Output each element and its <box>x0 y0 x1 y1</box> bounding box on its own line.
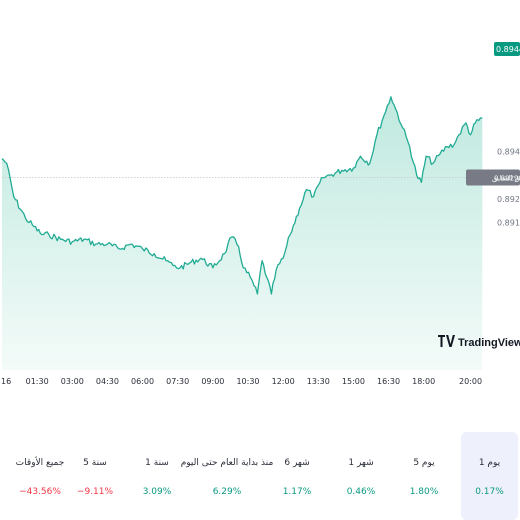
x-tick-label: 10:30 <box>236 377 259 386</box>
previous-close-value: 0.89290 <box>494 175 520 183</box>
x-tick-label: 12:00 <box>272 377 295 386</box>
x-axis: 16 01:30 03:00 04:30 06:00 07:30 09:00 10:30 12:… <box>1 377 482 386</box>
price-line <box>1 96 483 295</box>
period-label: 1 يوم <box>478 458 501 468</box>
y-tick-label: 0.89400 <box>497 147 520 156</box>
period-change-value: 6.29% <box>212 487 242 497</box>
period-8[interactable]: 1 يوم 0.17% <box>461 432 518 520</box>
period-1[interactable]: جميع الأوقات −43.56% <box>12 432 69 520</box>
previous-close-label: الإغلاق السابق <box>492 175 520 183</box>
period-3[interactable]: 1 سنة 3.09% <box>129 432 186 520</box>
period-change-value: 3.09% <box>142 487 172 497</box>
period-label: 5 سنة <box>83 458 107 468</box>
area-fill <box>2 96 483 371</box>
x-tick-label: 06:00 <box>131 377 154 386</box>
previous-close-badge <box>466 169 520 186</box>
x-tick-label: 20:00 <box>459 377 482 386</box>
series-line <box>1 96 483 295</box>
y-axis: 0.89400 0.89200 0.89100 <box>497 147 520 227</box>
period-4[interactable]: منذ بداية العام حتى اليوم 6.29% <box>172 432 282 520</box>
period-change-value: −9.11% <box>76 487 114 497</box>
period-6[interactable]: 1 شهر 0.46% <box>333 432 390 520</box>
x-tick-label: 13:30 <box>307 377 330 386</box>
period-label: 6 شهر <box>284 458 310 468</box>
period-change-value: 1.17% <box>282 487 312 497</box>
period-7[interactable]: 5 يوم 1.80% <box>396 432 453 520</box>
x-tick-label: 18:00 <box>412 377 435 386</box>
period-2[interactable]: 5 سنة −9.11% <box>67 432 124 520</box>
last-price-value: 0.89440 <box>496 45 520 54</box>
x-tick-label: 09:00 <box>201 377 224 386</box>
watermark-text: TradingView <box>458 337 520 349</box>
price-chart[interactable]: 0.89400 0.89200 0.89100 16 01:30 03:00 04:30 0… <box>0 0 520 400</box>
y-tick-label: 0.89200 <box>497 195 520 204</box>
period-change-value: 0.46% <box>346 487 376 497</box>
x-tick-label: 01:30 <box>26 377 49 386</box>
x-tick-label: 16:30 <box>377 377 400 386</box>
period-change-value: 1.80% <box>409 487 439 497</box>
y-tick-label: 0.89100 <box>497 219 520 228</box>
x-tick-label: 04:30 <box>96 377 119 386</box>
period-label: منذ بداية العام حتى اليوم <box>180 458 274 468</box>
period-label: 5 يوم <box>413 458 435 468</box>
tradingview-logo: TradingView <box>438 335 520 349</box>
period-label: 1 سنة <box>145 458 169 468</box>
x-tick-label: 03:00 <box>61 377 84 386</box>
x-tick-label: 16 <box>1 377 11 386</box>
performance-periods: جميع الأوقات −43.56% 5 سنة −9.11% 1 سنة 3.09%… <box>0 432 520 520</box>
period-label: 1 شهر <box>348 458 374 468</box>
period-change-value: −43.56% <box>19 487 61 497</box>
x-tick-label: 07:30 <box>166 377 189 386</box>
area-path <box>2 96 483 371</box>
last-price-badge <box>494 42 520 56</box>
period-label: جميع الأوقات <box>15 458 65 468</box>
x-tick-label: 15:00 <box>342 377 365 386</box>
period-5[interactable]: 6 شهر 1.17% <box>269 432 326 520</box>
period-change-value: 0.17% <box>475 487 504 497</box>
tv-logo-icon <box>438 335 455 347</box>
